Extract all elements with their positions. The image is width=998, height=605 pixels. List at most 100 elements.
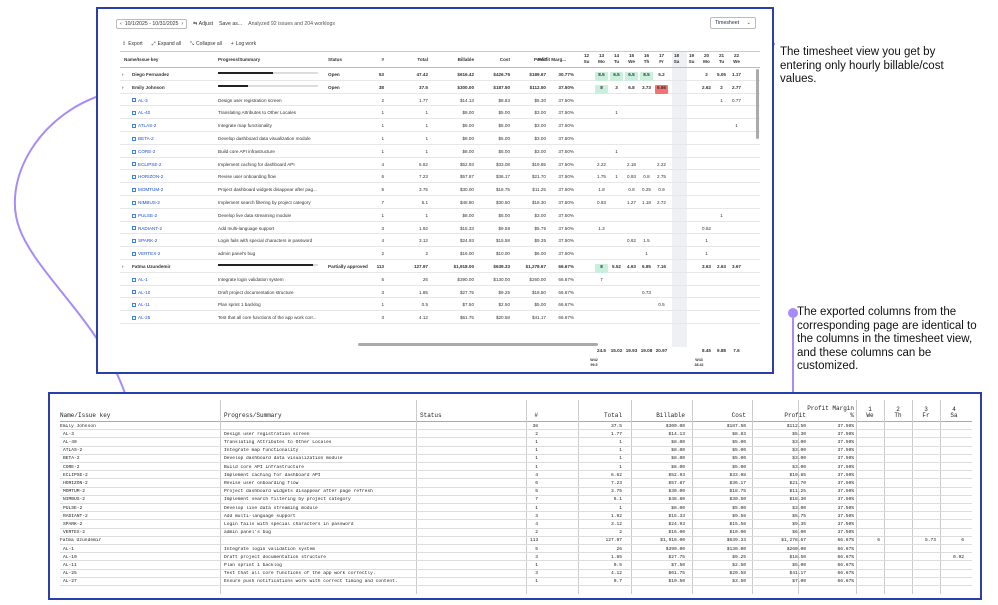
issue-key[interactable]: ATLAS-2 (132, 123, 156, 128)
day-cell[interactable]: 1 (720, 97, 723, 103)
export-button[interactable]: ⇪ Export (122, 41, 143, 47)
log-work-button[interactable]: + Log work (231, 41, 256, 47)
expand-all-button[interactable]: ⤢ Expand all (152, 41, 181, 47)
day-cell[interactable]: 1.27 (627, 200, 636, 205)
day-cell[interactable]: 0.8 (643, 174, 650, 180)
day-cell[interactable]: 3.67 (732, 264, 741, 269)
day-cell[interactable]: 4.63 (627, 264, 636, 269)
issue-key[interactable]: MOMTUM-2 (132, 187, 163, 192)
issue-key[interactable]: SPARK-2 (132, 238, 157, 243)
issue-key[interactable]: AL-25 (132, 315, 150, 320)
day-cell[interactable]: 1 (615, 110, 618, 116)
issue-row[interactable]: NIMBUS-2 Implement search filtering by pr… (120, 196, 760, 209)
view-select[interactable]: Timesheet ⌄ (710, 17, 756, 29)
save-as-button[interactable]: Save as... (219, 21, 243, 27)
collapse-all-button[interactable]: ⤡ Collapse all (190, 41, 222, 47)
issue-key[interactable]: ECLIPSE-2 (132, 162, 162, 167)
issue-row[interactable]: SPARK-2 Login fails with special characte… (120, 234, 760, 248)
day-cell[interactable]: 1.3 (598, 225, 605, 231)
day-cell[interactable]: 1 (705, 251, 708, 257)
day-cell[interactable]: 0.8 (628, 187, 635, 193)
day-cell[interactable]: 6.56 (657, 84, 666, 90)
issue-key[interactable]: AL-3 (132, 98, 148, 103)
issue-key[interactable]: BETA-2 (132, 136, 154, 141)
issue-row[interactable]: CORE-2 Build core API infrastructure 1 1 $8.… (120, 145, 760, 158)
day-cell[interactable]: 2.62 (702, 84, 711, 90)
day-cell[interactable]: 2 (720, 84, 723, 90)
adjust-button[interactable]: ⇆ Adjust (193, 21, 214, 27)
day-cell[interactable]: 6.5 (628, 72, 635, 77)
day-cell[interactable]: 8.5 (598, 72, 605, 77)
day-cell[interactable]: 1.8 (598, 187, 605, 193)
day-cell[interactable]: 3.63 (702, 264, 711, 269)
vertical-scrollbar[interactable] (756, 69, 759, 139)
day-cell[interactable]: 1.75 (597, 174, 606, 180)
day-cell[interactable]: 3.73 (642, 84, 651, 90)
issue-key[interactable]: AL-10 (132, 290, 150, 295)
day-cell[interactable]: 2 (705, 72, 708, 77)
day-cell[interactable]: 6.8 (628, 84, 635, 90)
issue-key[interactable]: AL-11 (132, 302, 150, 307)
day-cell[interactable]: 5.2 (658, 72, 665, 77)
user-row[interactable]: › Emily Johnson Open 38 37.5 $300.00 $187.50 $1… (120, 81, 760, 94)
issue-row[interactable]: AL-11 Plan sprint 1 backlog 1 0.5 $7.50 $2.50… (120, 298, 760, 312)
day-cell[interactable]: 8 (600, 84, 603, 90)
day-cell[interactable]: 7.16 (657, 264, 666, 269)
day-cell[interactable]: 7 (600, 276, 603, 282)
issue-row[interactable]: BETA-2 Develop dashboard data visualizati… (120, 132, 760, 145)
issue-row[interactable]: ATLAS-2 Integrate map functionality 1 1 $8.0… (120, 119, 760, 132)
day-cell[interactable]: 1.5 (643, 238, 650, 244)
day-cell[interactable]: 8.5 (643, 72, 650, 77)
day-cell[interactable]: 0.25 (642, 187, 651, 193)
day-cell[interactable]: 3 (615, 84, 618, 90)
issue-row[interactable]: AL-3 Design user registration screen 2 1.77… (120, 94, 760, 107)
issue-row[interactable]: PULSE-2 Develop live data streaming modul… (120, 209, 760, 222)
day-cell[interactable]: 2.22 (657, 161, 666, 167)
day-cell[interactable]: 0.62 (702, 225, 711, 231)
issue-row[interactable]: HORIZON-2 Revise user onboarding flow 6 7.2… (120, 170, 760, 184)
issue-row[interactable]: AL-25 Test that all core functions of the… (120, 311, 760, 324)
day-cell[interactable]: 1.17 (732, 72, 741, 77)
day-cell[interactable]: 0.93 (597, 200, 606, 205)
issue-row[interactable]: RADIANT-2 Add multi-language support 3 1.92… (120, 222, 760, 235)
expand-chevron-icon[interactable]: › (122, 72, 124, 77)
horizontal-scrollbar[interactable] (358, 343, 598, 346)
day-cell[interactable]: 2.63 (717, 264, 726, 269)
issue-key[interactable]: AL-1 (132, 277, 148, 282)
issue-key[interactable]: RADIANT-2 (132, 226, 162, 231)
issue-key[interactable]: NIMBUS-2 (132, 200, 160, 205)
day-cell[interactable]: 0.77 (732, 97, 741, 103)
issue-row[interactable]: ECLIPSE-2 Implement caching for dashboard… (120, 158, 760, 171)
day-cell[interactable]: 6.5 (613, 72, 620, 77)
issue-key[interactable]: AL-40 (132, 110, 150, 115)
day-cell[interactable]: 2.77 (732, 84, 741, 90)
day-cell[interactable]: 5.52 (612, 264, 621, 269)
issue-row[interactable]: MOMTUM-2 Project dashboard widgets disapp… (120, 183, 760, 196)
day-cell[interactable]: 0.62 (627, 238, 636, 244)
day-cell[interactable]: 0.5 (658, 302, 665, 308)
expand-chevron-icon[interactable]: › (122, 264, 124, 269)
user-row[interactable]: › Fatma Uzundemir Partially approved 113 127… (120, 260, 760, 273)
issue-key[interactable]: HORIZON-2 (132, 174, 163, 179)
user-row[interactable]: › Diego Fernandez Open 53 47.42 $616.42 $426.7… (120, 68, 760, 81)
day-cell[interactable]: 6.85 (642, 264, 651, 269)
date-range-picker[interactable]: ‹ 10/1/2025 - 10/31/2025 › (116, 19, 188, 29)
day-cell[interactable]: 8 (600, 264, 603, 269)
day-cell[interactable]: 1 (720, 212, 723, 218)
issue-key[interactable]: VERTEX-2 (132, 251, 160, 256)
day-cell[interactable]: 1 (615, 148, 618, 154)
day-cell[interactable]: 1 (645, 251, 648, 257)
day-cell[interactable]: 2.18 (627, 161, 636, 167)
issue-row[interactable]: AL-1 Integrate login validation system 5 26… (120, 273, 760, 286)
issue-key[interactable]: CORE-2 (132, 149, 155, 154)
expand-chevron-icon[interactable]: › (122, 84, 124, 90)
day-cell[interactable]: 2.75 (657, 174, 666, 180)
issue-row[interactable]: AL-10 Draft project documentation structu… (120, 286, 760, 299)
issue-row[interactable]: AL-40 Translating Attributes to Other Loc… (120, 106, 760, 120)
day-cell[interactable]: 2.22 (597, 161, 606, 167)
issue-key[interactable]: PULSE-2 (132, 213, 157, 218)
day-cell[interactable]: 1.18 (642, 200, 651, 205)
day-cell[interactable]: 0.73 (642, 289, 651, 295)
day-cell[interactable]: 1 (615, 174, 618, 180)
day-cell[interactable]: 5.05 (717, 72, 726, 77)
